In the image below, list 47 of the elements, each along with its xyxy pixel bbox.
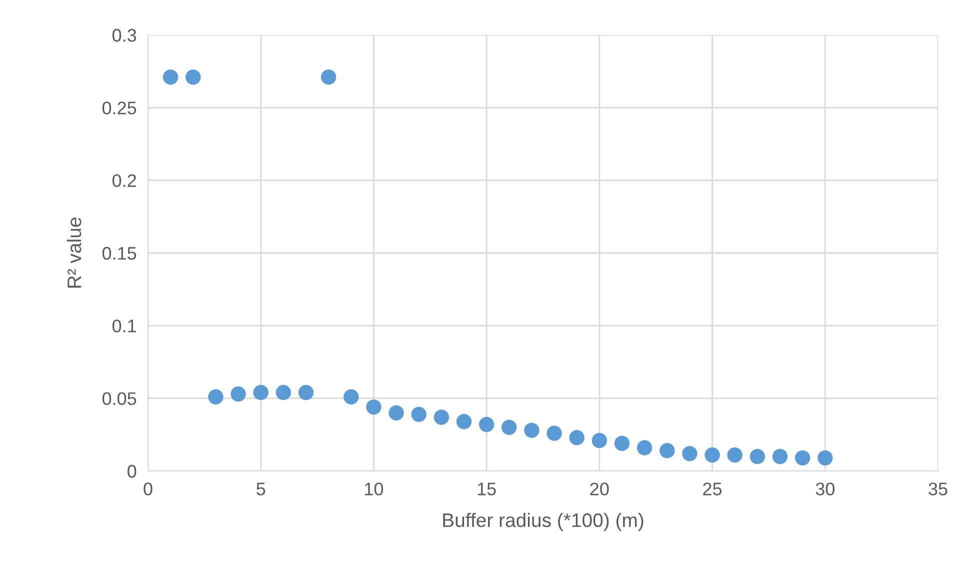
x-tick-label: 15 — [478, 482, 496, 496]
point — [636, 440, 652, 456]
point — [524, 422, 540, 438]
point — [298, 384, 314, 400]
point — [344, 389, 359, 404]
point — [478, 416, 494, 432]
point — [411, 406, 426, 422]
point — [592, 432, 608, 448]
x-tick-label: 0 — [144, 482, 152, 496]
y-tick-label: 0.15 — [102, 246, 136, 260]
x-tick-label: 25 — [703, 482, 722, 496]
point — [366, 399, 382, 415]
point — [794, 450, 810, 466]
point — [772, 448, 788, 464]
y-tick-label: 0.2 — [112, 174, 136, 188]
x-tick-label: 30 — [816, 482, 834, 496]
x-tick-label: 10 — [365, 482, 384, 496]
point — [253, 384, 268, 400]
point — [456, 414, 472, 430]
y-tick-label: 0.1 — [112, 320, 136, 332]
x-tick-label: 20 — [590, 482, 609, 496]
point — [186, 70, 201, 85]
point — [502, 420, 517, 436]
point — [434, 410, 450, 425]
y-tick-label: 0.05 — [102, 392, 136, 406]
point — [388, 405, 404, 420]
x-axis-title: Buffer radius (*100) (m) — [443, 512, 644, 531]
point — [208, 389, 224, 404]
point — [162, 70, 178, 85]
x-tick-label: 35 — [928, 482, 948, 496]
y-tick-label: 0 — [128, 464, 136, 478]
y-tick-label: 0.25 — [102, 102, 136, 114]
point — [750, 448, 766, 464]
point — [614, 436, 630, 451]
point — [818, 450, 833, 466]
point — [320, 70, 336, 85]
point — [546, 426, 562, 441]
point — [660, 443, 675, 458]
point — [727, 447, 742, 463]
point — [682, 446, 698, 462]
point — [704, 447, 720, 463]
point — [276, 384, 292, 400]
y-tick-label: 0.3 — [112, 28, 136, 42]
point — [230, 386, 246, 402]
x-tick-label: 5 — [256, 482, 266, 496]
y-axis-title: R² value — [66, 218, 82, 288]
point — [569, 430, 584, 446]
